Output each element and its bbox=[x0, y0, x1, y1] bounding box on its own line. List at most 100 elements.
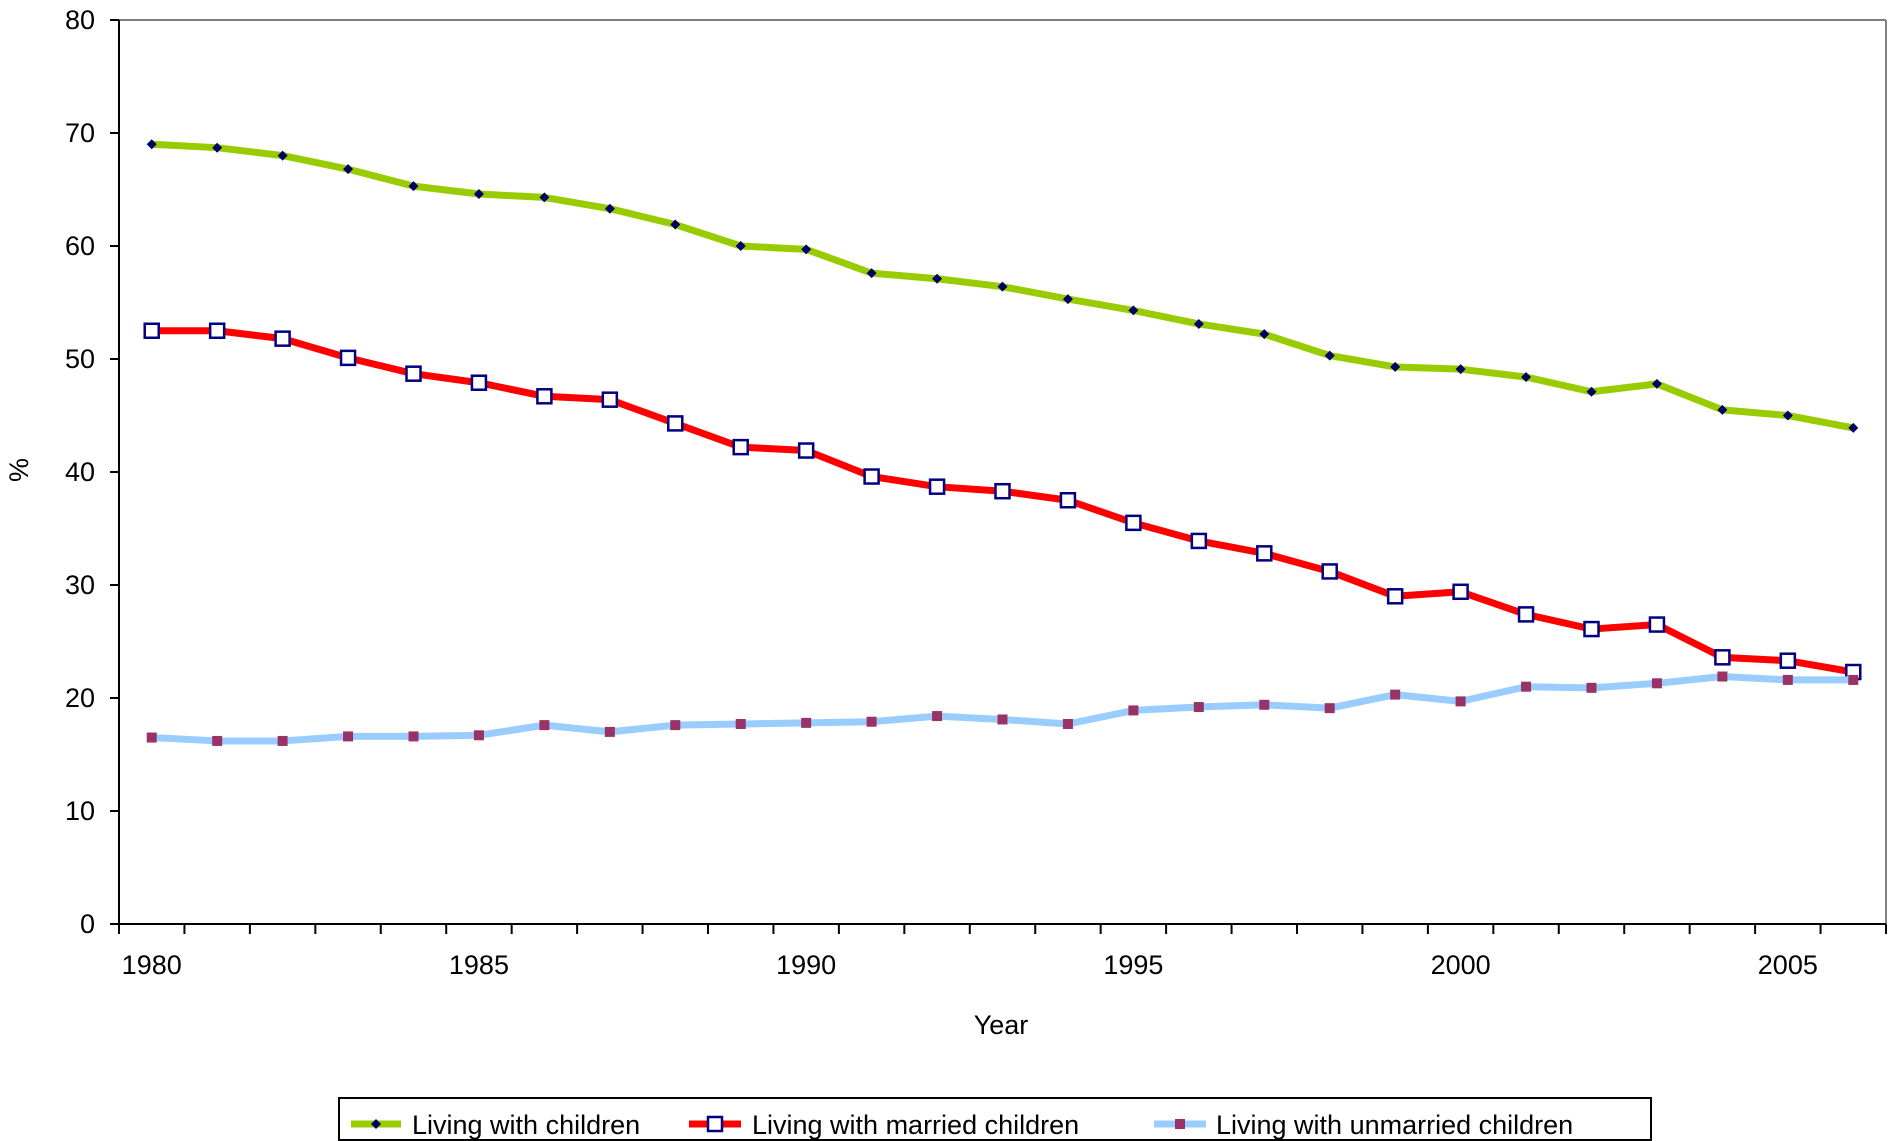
data-point bbox=[212, 735, 223, 746]
data-point bbox=[863, 468, 880, 485]
data-point bbox=[1390, 361, 1401, 372]
data-point bbox=[866, 268, 877, 279]
series-line bbox=[148, 673, 1857, 745]
legend-label: Living with unmarried children bbox=[1216, 1110, 1573, 1140]
data-point bbox=[801, 244, 812, 255]
x-tick-label: 1985 bbox=[449, 950, 509, 980]
legend-label: Living with married children bbox=[752, 1110, 1079, 1140]
data-point bbox=[470, 374, 488, 391]
y-tick-label: 30 bbox=[65, 570, 95, 600]
data-point bbox=[1455, 364, 1466, 375]
y-tick-label: 20 bbox=[65, 683, 95, 713]
data-point bbox=[536, 388, 553, 405]
x-tick-label: 2005 bbox=[1758, 950, 1818, 980]
data-point bbox=[408, 731, 419, 742]
data-point bbox=[408, 181, 419, 192]
y-tick-label: 40 bbox=[65, 457, 95, 487]
data-point bbox=[1651, 678, 1662, 689]
data-point bbox=[274, 330, 291, 347]
data-point bbox=[146, 139, 157, 150]
y-axis: 0 10 20 30 40 50 60 70 80 bbox=[65, 5, 120, 939]
data-point bbox=[1848, 674, 1859, 685]
data-point bbox=[997, 281, 1008, 292]
data-point bbox=[670, 219, 681, 230]
data-point bbox=[277, 735, 288, 746]
legend-item-3: Living with unmarried children bbox=[1154, 1110, 1573, 1140]
data-point bbox=[997, 714, 1008, 725]
data-point bbox=[146, 732, 157, 743]
data-point bbox=[670, 720, 681, 731]
data-point bbox=[1125, 514, 1142, 532]
data-point bbox=[1190, 532, 1208, 550]
data-point bbox=[143, 322, 160, 339]
data-point bbox=[601, 391, 619, 408]
data-point bbox=[932, 711, 943, 722]
legend-marker bbox=[371, 1119, 381, 1129]
x-tick-label: 1995 bbox=[1103, 950, 1163, 980]
data-point bbox=[473, 730, 484, 741]
data-point bbox=[1583, 620, 1600, 638]
data-point bbox=[212, 142, 223, 153]
data-point bbox=[1717, 671, 1728, 682]
y-tick-label: 70 bbox=[65, 118, 95, 148]
x-tick-label: 1980 bbox=[122, 950, 182, 980]
data-point bbox=[1586, 682, 1597, 693]
data-point bbox=[1390, 689, 1401, 700]
legend-marker bbox=[1175, 1119, 1185, 1129]
data-point bbox=[1455, 696, 1466, 707]
data-point bbox=[1321, 563, 1338, 580]
data-point bbox=[1452, 583, 1469, 601]
data-point bbox=[1259, 329, 1270, 340]
data-point bbox=[473, 189, 484, 200]
data-point bbox=[1714, 649, 1731, 666]
data-point bbox=[277, 150, 288, 161]
data-point bbox=[539, 720, 550, 731]
data-point bbox=[1324, 703, 1335, 714]
data-point bbox=[1586, 386, 1597, 397]
data-point bbox=[1193, 318, 1204, 329]
data-point bbox=[735, 241, 746, 251]
data-point bbox=[667, 415, 684, 432]
data-point bbox=[604, 726, 615, 737]
y-axis-title: % bbox=[4, 458, 34, 482]
data-point bbox=[1386, 588, 1404, 605]
data-point bbox=[1717, 404, 1728, 415]
y-tick-label: 80 bbox=[65, 5, 95, 35]
data-point bbox=[1128, 305, 1139, 316]
x-tick-label: 1990 bbox=[776, 950, 836, 980]
data-point bbox=[1779, 652, 1797, 669]
data-point bbox=[1128, 705, 1139, 716]
data-point bbox=[1648, 616, 1666, 633]
legend-item-1: Living with children bbox=[351, 1110, 640, 1140]
x-axis: 1980 1985 1990 1995 2000 2005 bbox=[118, 923, 1887, 980]
data-point bbox=[539, 192, 550, 203]
y-tick-label: 10 bbox=[65, 796, 95, 826]
data-point bbox=[735, 718, 746, 729]
data-point bbox=[801, 717, 812, 728]
data-point bbox=[1521, 681, 1532, 692]
data-point bbox=[1848, 422, 1859, 433]
series-1 bbox=[146, 139, 1859, 433]
data-point bbox=[1062, 294, 1073, 305]
data-point bbox=[1521, 372, 1532, 383]
plot-area bbox=[119, 19, 1887, 924]
data-point bbox=[208, 322, 226, 339]
data-point bbox=[339, 349, 357, 367]
data-point bbox=[405, 365, 422, 382]
data-point bbox=[1062, 718, 1073, 729]
x-tick-label: 2000 bbox=[1431, 950, 1491, 980]
data-point bbox=[343, 731, 354, 742]
data-point bbox=[797, 442, 815, 459]
data-point bbox=[343, 164, 354, 175]
data-point bbox=[1059, 492, 1077, 509]
data-point bbox=[932, 273, 943, 284]
data-point bbox=[732, 438, 749, 456]
data-point bbox=[866, 716, 877, 727]
data-point bbox=[994, 482, 1011, 500]
data-point bbox=[1193, 702, 1204, 713]
x-axis-title: Year bbox=[974, 1010, 1029, 1040]
data-point bbox=[1256, 545, 1273, 562]
series-layer bbox=[143, 139, 1862, 746]
